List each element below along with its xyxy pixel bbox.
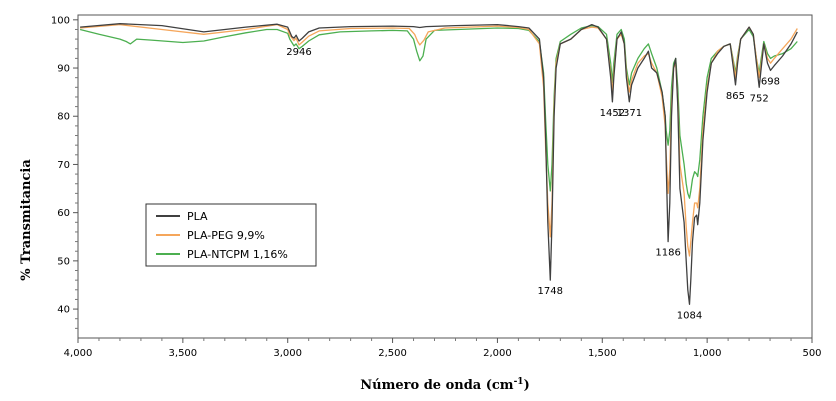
y-tick-label: 70 bbox=[57, 160, 70, 171]
x-axis-title-sup: -1 bbox=[514, 377, 524, 387]
y-tick-label: 100 bbox=[51, 15, 70, 26]
peak-label: 1452 bbox=[600, 108, 625, 119]
plot-frame bbox=[77, 14, 813, 339]
x-tick-label: 2,500 bbox=[378, 348, 407, 359]
axes: 4,000 3,500 3,000 2,500 2,000 1,500 1,000 500 40… bbox=[51, 14, 822, 359]
peak-label: 752 bbox=[750, 93, 769, 104]
peak-label: 1186 bbox=[655, 248, 680, 259]
peak-label: 1371 bbox=[617, 108, 642, 119]
x-tick-label: 4,000 bbox=[64, 348, 93, 359]
legend-label-pla: PLA bbox=[187, 210, 208, 223]
y-tick-label: 50 bbox=[57, 256, 70, 267]
legend-label-pla-ntcpm: PLA-NTCPM 1,16% bbox=[187, 248, 288, 261]
x-tick-label: 2,000 bbox=[483, 348, 512, 359]
x-tick-label: 3,500 bbox=[169, 348, 198, 359]
series-group bbox=[79, 23, 798, 305]
x-axis-title-main: Número de onda (cm bbox=[360, 378, 514, 393]
peak-label: 698 bbox=[761, 76, 780, 87]
x-tick-label: 1,000 bbox=[693, 348, 722, 359]
x-tick-label: 3,000 bbox=[273, 348, 302, 359]
x-tick-label: 1,500 bbox=[588, 348, 617, 359]
peak-label: 1748 bbox=[538, 286, 563, 297]
series-line-pla bbox=[80, 23, 798, 305]
series-line-pla-ntcpm bbox=[79, 24, 798, 199]
y-tick-label: 80 bbox=[57, 112, 70, 123]
y-tick-label: 90 bbox=[57, 64, 70, 75]
legend: PLA PLA-PEG 9,9% PLA-NTCPM 1,16% bbox=[145, 203, 317, 267]
peak-label: 865 bbox=[726, 91, 745, 102]
y-tick-label: 40 bbox=[57, 305, 70, 316]
peak-label: 1084 bbox=[677, 310, 702, 321]
y-axis-title: % Transmitancia bbox=[19, 159, 34, 281]
x-axis-title-end: ) bbox=[524, 378, 530, 393]
x-tick-label: 500 bbox=[802, 348, 821, 359]
legend-label-pla-peg: PLA-PEG 9,9% bbox=[187, 229, 265, 242]
x-axis-title: Número de onda (cm-1) bbox=[360, 377, 529, 393]
peak-label: 2946 bbox=[286, 47, 311, 58]
y-tick-label: 60 bbox=[57, 208, 70, 219]
